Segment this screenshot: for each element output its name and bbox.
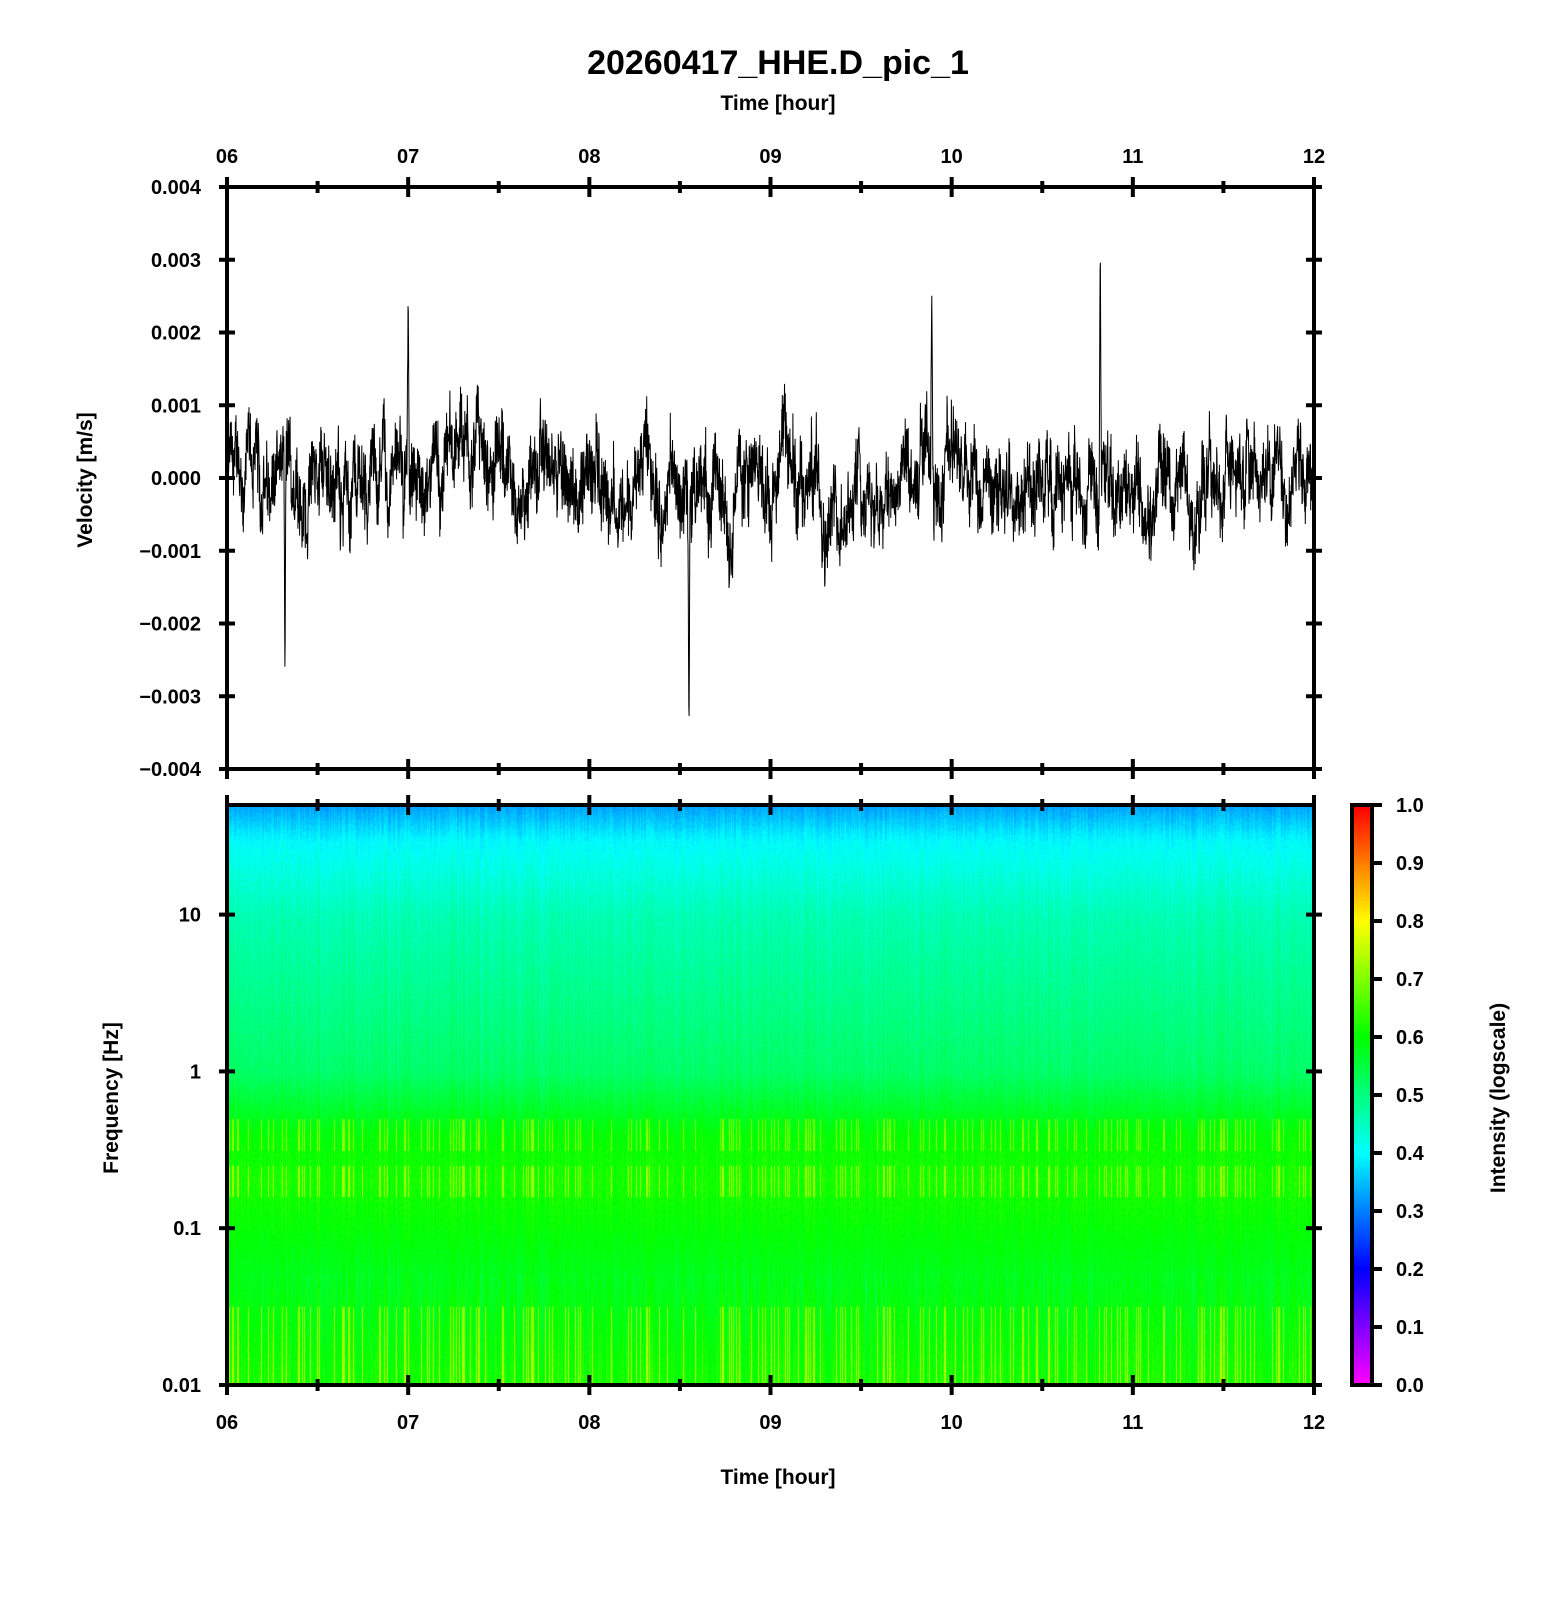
colorbar-tick-label: 0.4 xyxy=(1396,1143,1425,1165)
colorbar-tick-label: 0.2 xyxy=(1396,1259,1424,1281)
bottom-x-tick-label: 10 xyxy=(941,1412,963,1434)
velocity-axis-label: Velocity [m/s] xyxy=(74,412,97,547)
spectrogram-heatmap xyxy=(228,807,1313,1385)
velocity-tick-label: 0.000 xyxy=(151,468,201,490)
bottom-x-tick-label: 06 xyxy=(216,1412,238,1434)
velocity-tick-label: 0.001 xyxy=(151,395,201,417)
colorbar-tick-label: 0.6 xyxy=(1396,1027,1424,1049)
top-x-tick-label: 11 xyxy=(1122,146,1143,168)
colorbar-tick-label: 0.7 xyxy=(1396,969,1424,991)
colorbar-gradient xyxy=(1353,806,1371,1385)
bottom-x-tick-label: 09 xyxy=(759,1412,781,1434)
colorbar-tick-label: 0.8 xyxy=(1396,911,1424,933)
frequency-tick-label: 1 xyxy=(190,1061,201,1083)
colorbar-label: Intensity (logscale) xyxy=(1487,1003,1510,1193)
bottom-x-tick-label: 07 xyxy=(397,1412,419,1434)
top-x-tick-label: 08 xyxy=(578,146,600,168)
colorbar-tick-label: 0.9 xyxy=(1396,853,1424,875)
velocity-tick-label: −0.001 xyxy=(139,541,201,563)
top-x-tick-label: 10 xyxy=(941,146,963,168)
chart-title: 20260417_HHE.D_pic_1 xyxy=(587,44,969,82)
velocity-tick-label: −0.002 xyxy=(139,614,201,636)
frequency-axis-label: Frequency [Hz] xyxy=(100,1022,123,1174)
axes-layer: 06 06 07 07 08 08 09 09 10 10 11 11 12 12 0.004 0.003 0.… xyxy=(139,146,1424,1434)
bottom-x-tick-label: 11 xyxy=(1122,1412,1143,1434)
frequency-tick-label: 10 xyxy=(179,905,201,927)
velocity-tick-label: 0.002 xyxy=(151,323,201,345)
colorbar-tick-label: 0.5 xyxy=(1396,1085,1424,1107)
colorbar-tick-label: 1.0 xyxy=(1396,795,1424,817)
top-x-axis-label: Time [hour] xyxy=(720,92,835,115)
spectrogram-frame xyxy=(225,803,1316,1387)
colorbar-tick-label: 0.3 xyxy=(1396,1201,1424,1223)
bottom-x-axis-label: Time [hour] xyxy=(720,1466,835,1489)
velocity-tick-label: −0.003 xyxy=(139,686,201,708)
colorbar-frame xyxy=(1350,803,1374,1387)
bottom-x-tick-label: 12 xyxy=(1303,1412,1325,1434)
frequency-tick-label: 0.1 xyxy=(173,1218,201,1240)
colorbar-tick-label: 0.0 xyxy=(1396,1375,1424,1397)
bottom-x-tick-label: 08 xyxy=(578,1412,600,1434)
top-x-tick-label: 12 xyxy=(1303,146,1325,168)
top-x-tick-label: 07 xyxy=(397,146,419,168)
frequency-tick-label: 0.01 xyxy=(162,1375,201,1397)
top-x-tick-label: 06 xyxy=(216,146,238,168)
colorbar-tick-label: 0.1 xyxy=(1396,1317,1424,1339)
velocity-series-line xyxy=(226,262,1315,717)
waveform-plot xyxy=(226,262,1315,717)
velocity-tick-label: −0.004 xyxy=(139,759,202,781)
velocity-tick-label: 0.003 xyxy=(151,250,201,272)
velocity-tick-label: 0.004 xyxy=(151,177,202,199)
top-x-tick-label: 09 xyxy=(759,146,781,168)
